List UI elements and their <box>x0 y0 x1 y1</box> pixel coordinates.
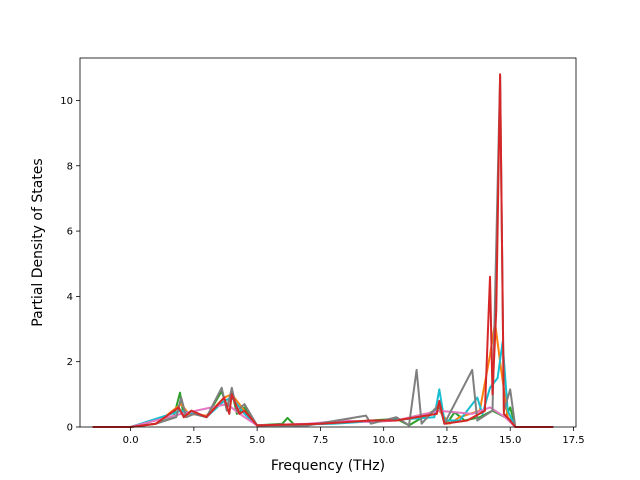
y-tick-label: 2 <box>67 357 73 368</box>
x-tick-label: 12.5 <box>436 435 458 446</box>
series-line-6 <box>92 73 554 428</box>
x-tick-label: 17.5 <box>562 435 584 446</box>
plot-frame <box>79 57 577 428</box>
x-axis-ticks: 0.0 2.5 5.0 7.5 10.0 12.5 15.0 17.5 <box>123 427 585 446</box>
x-tick-label: 0.0 <box>123 435 139 446</box>
x-tick-label: 5.0 <box>249 435 265 446</box>
x-tick-label: 2.5 <box>186 435 202 446</box>
y-tick-label: 6 <box>67 227 73 238</box>
x-tick-label: 15.0 <box>499 435 521 446</box>
y-tick-label: 0 <box>67 423 73 434</box>
x-axis-label: Frequency (THz) <box>271 458 385 474</box>
x-tick-label: 7.5 <box>312 435 328 446</box>
y-axis-ticks: 0 2 4 6 8 10 <box>60 96 80 434</box>
y-axis-label: Partial Density of States <box>30 158 46 326</box>
x-tick-label: 10.0 <box>373 435 395 446</box>
series-line-5 <box>92 75 554 428</box>
series-line-3 <box>92 341 554 428</box>
y-tick-label: 10 <box>60 96 73 107</box>
y-tick-label: 4 <box>67 292 73 303</box>
y-tick-label: 8 <box>67 161 73 172</box>
series-layer <box>92 73 554 428</box>
